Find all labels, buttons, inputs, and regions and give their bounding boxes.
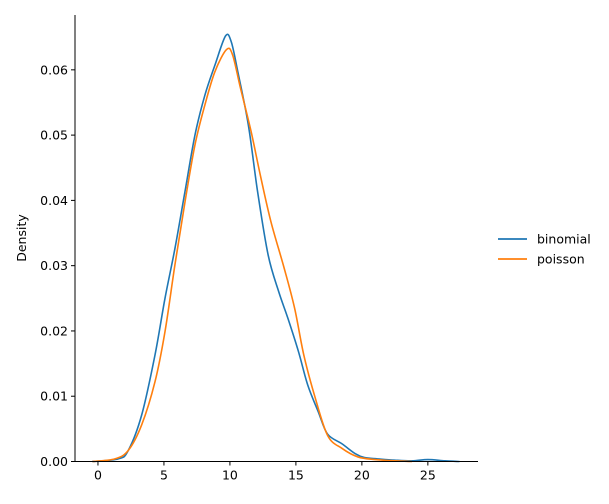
series-layer xyxy=(92,33,460,463)
x-tick-label: 5 xyxy=(160,468,168,483)
series-line-poisson xyxy=(92,47,413,463)
y-tick-label: 0.04 xyxy=(40,193,68,208)
y-tick-label: 0.00 xyxy=(40,454,68,469)
legend: binomial poisson xyxy=(498,232,591,267)
legend-label-binomial: binomial xyxy=(537,232,591,247)
y-tick-label: 0.06 xyxy=(40,62,68,77)
y-ticks: 0.00 0.01 0.02 0.03 0.04 0.05 0.06 xyxy=(40,62,75,469)
legend-label-poisson: poisson xyxy=(537,252,585,267)
x-tick-label: 10 xyxy=(222,468,238,483)
x-tick-label: 20 xyxy=(354,468,370,483)
y-axis-label: Density xyxy=(14,214,29,262)
x-tick-label: 15 xyxy=(288,468,304,483)
x-tick-label: 0 xyxy=(94,468,102,483)
x-tick-label: 25 xyxy=(420,468,436,483)
x-ticks: 0 5 10 15 20 25 xyxy=(94,461,436,483)
series-line-binomial xyxy=(92,33,460,463)
y-tick-label: 0.03 xyxy=(40,258,68,273)
y-tick-label: 0.05 xyxy=(40,128,68,143)
y-tick-label: 0.01 xyxy=(40,389,68,404)
y-tick-label: 0.02 xyxy=(40,323,68,338)
